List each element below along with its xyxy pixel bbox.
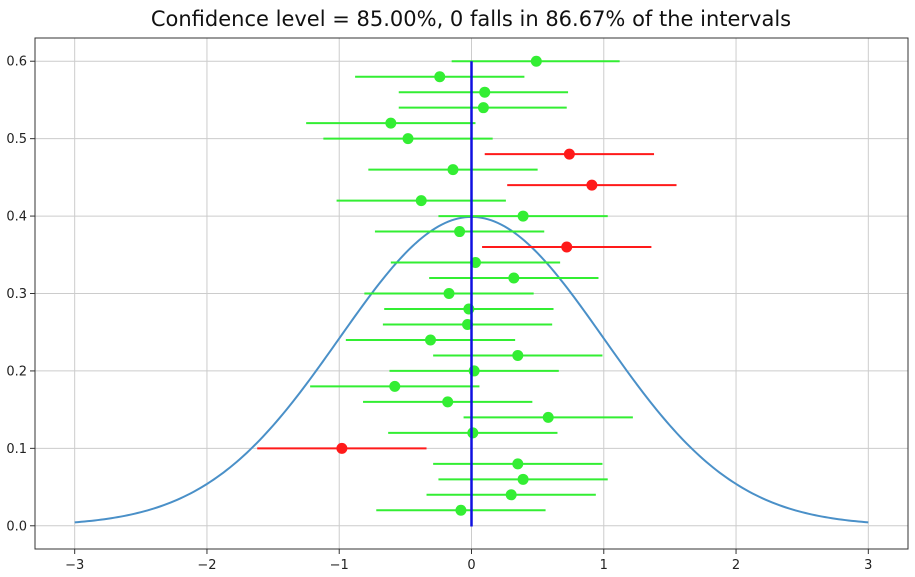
y-tick-label: 0.3 [6, 287, 27, 302]
x-tick-label: −2 [197, 558, 216, 573]
interval-point [512, 458, 524, 470]
interval-point [563, 148, 575, 160]
interval-point [447, 164, 459, 176]
y-tick-label: 0.1 [6, 442, 27, 457]
y-tick-label: 0.0 [6, 519, 27, 534]
interval-point [424, 334, 436, 346]
x-tick-label: 1 [600, 558, 608, 573]
interval-point [402, 133, 414, 145]
interval-point [517, 473, 529, 485]
y-tick-label: 0.4 [6, 210, 27, 225]
tick-layer: −3 −2 −1 0 1 2 3 0.0 0.1 0.2 0.3 0.4 0.5 0.6 [6, 55, 872, 573]
interval-point [477, 102, 489, 114]
x-tick-label: 3 [864, 558, 872, 573]
interval-point [530, 55, 542, 67]
interval-point [479, 86, 491, 98]
x-tick-label: 0 [467, 558, 475, 573]
interval-point [443, 288, 455, 299]
interval-point [454, 226, 466, 238]
interval-point [415, 195, 427, 207]
interval-point [586, 179, 598, 191]
x-tick-label: −3 [65, 558, 84, 573]
interval-point [561, 241, 573, 253]
x-tick-label: 2 [732, 558, 740, 573]
interval-point [542, 411, 554, 423]
interval-point [455, 504, 467, 516]
y-tick-label: 0.6 [6, 55, 27, 70]
interval-point [517, 210, 529, 222]
interval-point [512, 349, 524, 361]
interval-point [505, 489, 517, 501]
x-tick-label: −1 [330, 558, 349, 573]
y-tick-label: 0.2 [6, 364, 27, 379]
interval-point [389, 380, 401, 392]
interval-point [385, 117, 397, 129]
interval-point [442, 396, 454, 408]
interval-point [508, 272, 520, 284]
interval-layer [257, 55, 677, 516]
chart-title: Confidence level = 85.00%, 0 falls in 86… [151, 7, 791, 31]
y-tick-label: 0.5 [6, 132, 27, 147]
interval-point [467, 427, 479, 439]
interval-point [434, 71, 446, 83]
interval-point [336, 442, 348, 454]
